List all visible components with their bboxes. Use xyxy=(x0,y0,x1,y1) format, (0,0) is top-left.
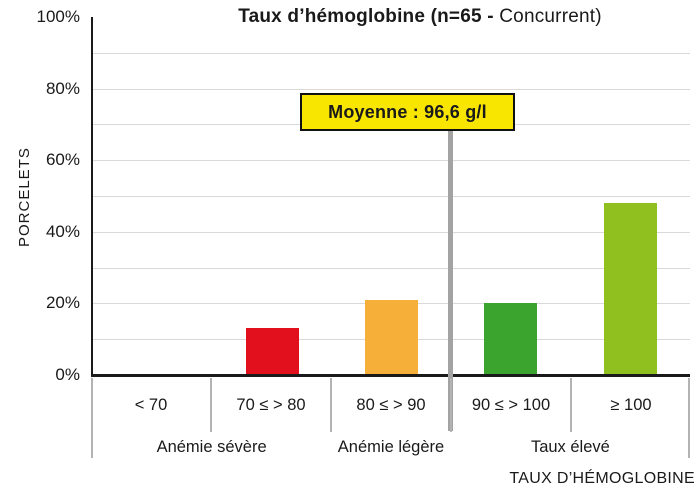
x-tick-label: < 70 xyxy=(92,378,212,432)
y-tick-label: 80% xyxy=(45,78,80,98)
x-tick-label: 70 ≤ > 80 xyxy=(212,378,332,432)
y-tick-label: 100% xyxy=(36,7,80,26)
chart-title-regular: Concurrent) xyxy=(499,6,602,27)
mean-line xyxy=(448,131,454,431)
x-axis-line xyxy=(91,374,690,377)
plot-area xyxy=(93,17,690,375)
gridline xyxy=(93,267,690,269)
y-tick-label: 0% xyxy=(55,365,80,384)
gridline xyxy=(93,160,690,162)
bar-1 xyxy=(245,328,299,375)
bar-3 xyxy=(484,303,538,375)
y-tick-label: 20% xyxy=(45,293,80,313)
x-tick-label: 90 ≤ > 100 xyxy=(452,378,572,432)
bar-4 xyxy=(603,203,657,375)
y-axis-line xyxy=(91,17,93,376)
x-group-label: Anémie sévère xyxy=(156,438,267,456)
gridline xyxy=(93,196,690,197)
label-row-edge-line xyxy=(91,378,93,458)
x-tick-label: ≥ 100 xyxy=(610,395,652,414)
x-group-label: Anémie légère xyxy=(337,438,445,456)
chart-title: Taux d’hémoglobine (n=65 - Concurrent) xyxy=(140,6,700,28)
x-tick-label: 80 ≤ > 90 xyxy=(332,378,452,432)
bar-2 xyxy=(365,299,418,375)
y-axis-title: PORCELETS xyxy=(16,147,33,248)
x-group-label: Taux élevé xyxy=(530,438,610,456)
gridline xyxy=(93,52,690,54)
chart-title-bold: Taux d’hémoglobine (n=65 - xyxy=(238,6,500,27)
y-tick-label: 40% xyxy=(45,221,80,241)
mean-annotation-box: Moyenne : 96,6 g/l xyxy=(300,93,515,131)
y-tick-label: 60% xyxy=(45,150,80,170)
label-row-edge-line xyxy=(688,378,690,458)
gridline xyxy=(93,88,690,90)
x-category-row: < 70 70 ≤ > 80 80 ≤ > 90 90 ≤ > 100 ≥ 100 xyxy=(92,378,690,432)
gridline xyxy=(93,231,690,233)
x-axis-title: TAUX D’HÉMOGLOBINE xyxy=(509,470,695,487)
